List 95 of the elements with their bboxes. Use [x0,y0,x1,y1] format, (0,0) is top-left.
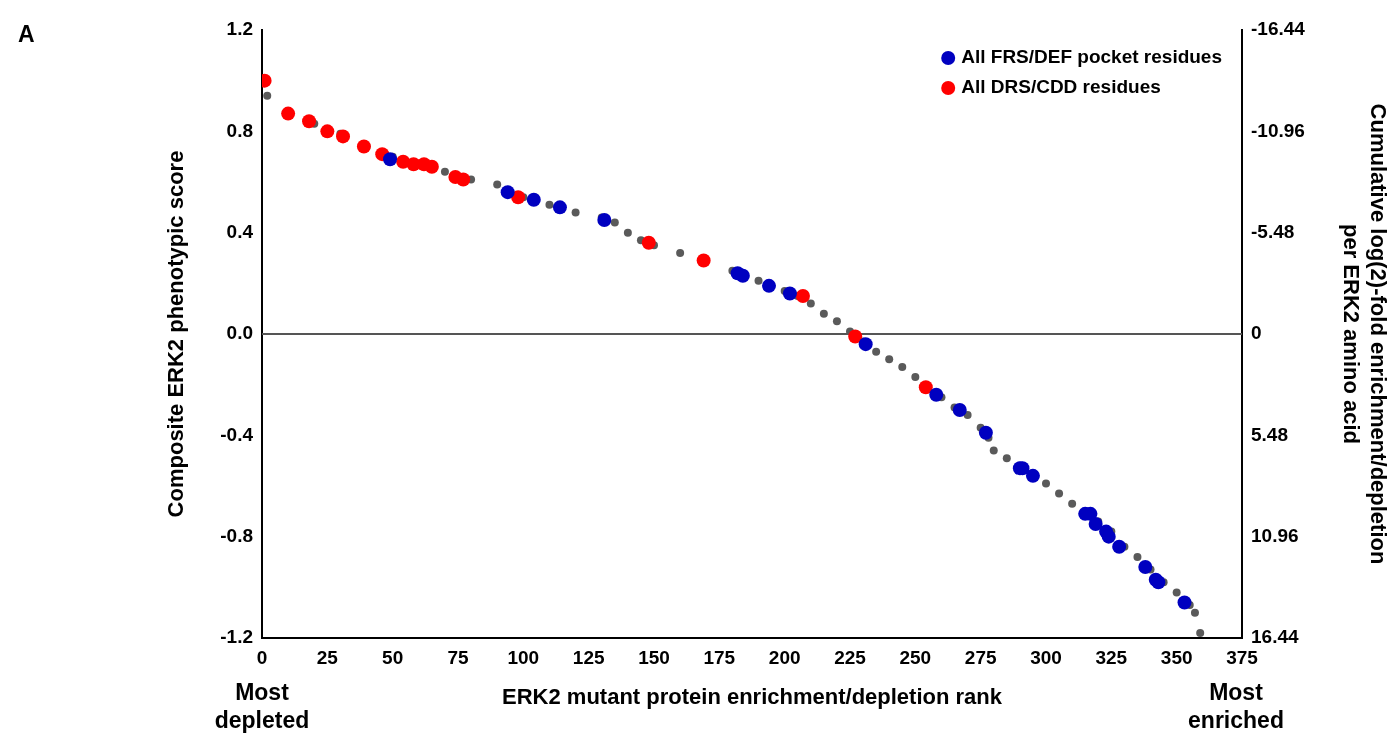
point [819,309,828,318]
point [383,152,398,167]
point [1002,454,1011,463]
point [623,228,632,237]
point [1133,552,1142,561]
point [1025,468,1040,483]
point [952,403,967,417]
y2-tick-label: 16.44 [1251,626,1299,648]
x-tick-label: 0 [256,646,268,668]
point [676,248,685,257]
point [885,355,894,364]
point [1196,628,1205,637]
legend-label: All DRS/CDD residues [961,76,1161,98]
y2-tick-label: -16.44 [1251,18,1306,40]
point [696,253,711,268]
point [336,129,351,144]
point [1055,489,1064,498]
x-tick-label: 250 [899,646,932,668]
y2-tick-label: 0 [1251,322,1262,344]
legend-label: All FRS/DEF pocket residues [961,46,1223,68]
y-tick-label: 0.0 [226,322,253,344]
x-tick-label: 275 [964,646,997,668]
point [929,387,944,402]
point [1101,529,1116,544]
point [545,200,554,209]
x-tick-label: 75 [447,646,469,668]
point [1088,517,1103,531]
point [424,159,439,174]
x-tick-label: 50 [382,646,404,668]
point [754,276,763,285]
y2-axis-title: Cumulative log(2)-fold enrichment/depletion per ERK2 amino acid [1339,103,1391,565]
y2-tick-label: 5.48 [1251,423,1288,445]
point [641,235,656,250]
point [963,411,972,420]
point [302,114,317,129]
point [263,91,272,100]
point [320,124,335,139]
x-axis-title: ERK2 mutant protein enrichment/depletion rank [502,683,1003,709]
point [872,347,881,356]
x-tick-label: 225 [834,646,867,668]
point [526,192,541,207]
point [493,180,502,189]
point [848,329,863,344]
point [456,172,471,187]
y-tick-label: -0.8 [220,524,253,546]
x-tick-label: 300 [1030,646,1062,668]
x-tick-label: 325 [1095,646,1128,668]
point [356,139,371,154]
text: Most enriched [1187,678,1285,734]
point [500,185,515,200]
x-tick-label: 25 [316,646,339,668]
y-tick-label: 0.4 [226,220,254,242]
point [511,190,526,205]
point [571,208,580,217]
point [1112,539,1127,554]
x-tick-label: 375 [1226,646,1259,668]
point [1138,560,1153,575]
y-tick-label: -1.2 [220,626,253,648]
x-tick-label: 150 [638,646,670,668]
point [440,167,449,176]
x-tick-label: 200 [768,646,801,668]
point [918,380,933,395]
point [281,106,296,121]
y2-tick-label: 10.96 [1251,524,1299,546]
point [911,373,920,382]
point [1177,595,1192,610]
x-tick-label: 100 [507,646,540,668]
point [610,218,619,227]
text: A [18,20,35,48]
point [806,299,815,308]
point [978,425,993,440]
point [1068,499,1077,508]
point [1190,608,1199,617]
y-tick-label: 1.2 [226,18,253,40]
point [989,446,998,455]
point [858,337,873,352]
y-tick-label: -0.4 [220,423,254,445]
text: Most depleted [213,678,311,734]
point [1042,479,1050,488]
y-tick-label: 0.8 [226,119,253,141]
point [898,362,907,371]
x-tick-label: 125 [572,646,605,668]
point [735,268,750,283]
y-axis-title: Composite ERK2 phenotypic score [163,150,189,518]
point [795,289,810,303]
point [782,286,797,301]
point [832,317,841,326]
point [761,278,776,293]
x-tick-label: 350 [1160,646,1193,668]
point [1172,588,1181,597]
point [597,213,612,227]
x-tick-label: 175 [703,646,736,668]
y2-tick-label: -5.48 [1251,220,1295,242]
y2-tick-label: -10.96 [1251,119,1305,141]
point [552,200,567,215]
